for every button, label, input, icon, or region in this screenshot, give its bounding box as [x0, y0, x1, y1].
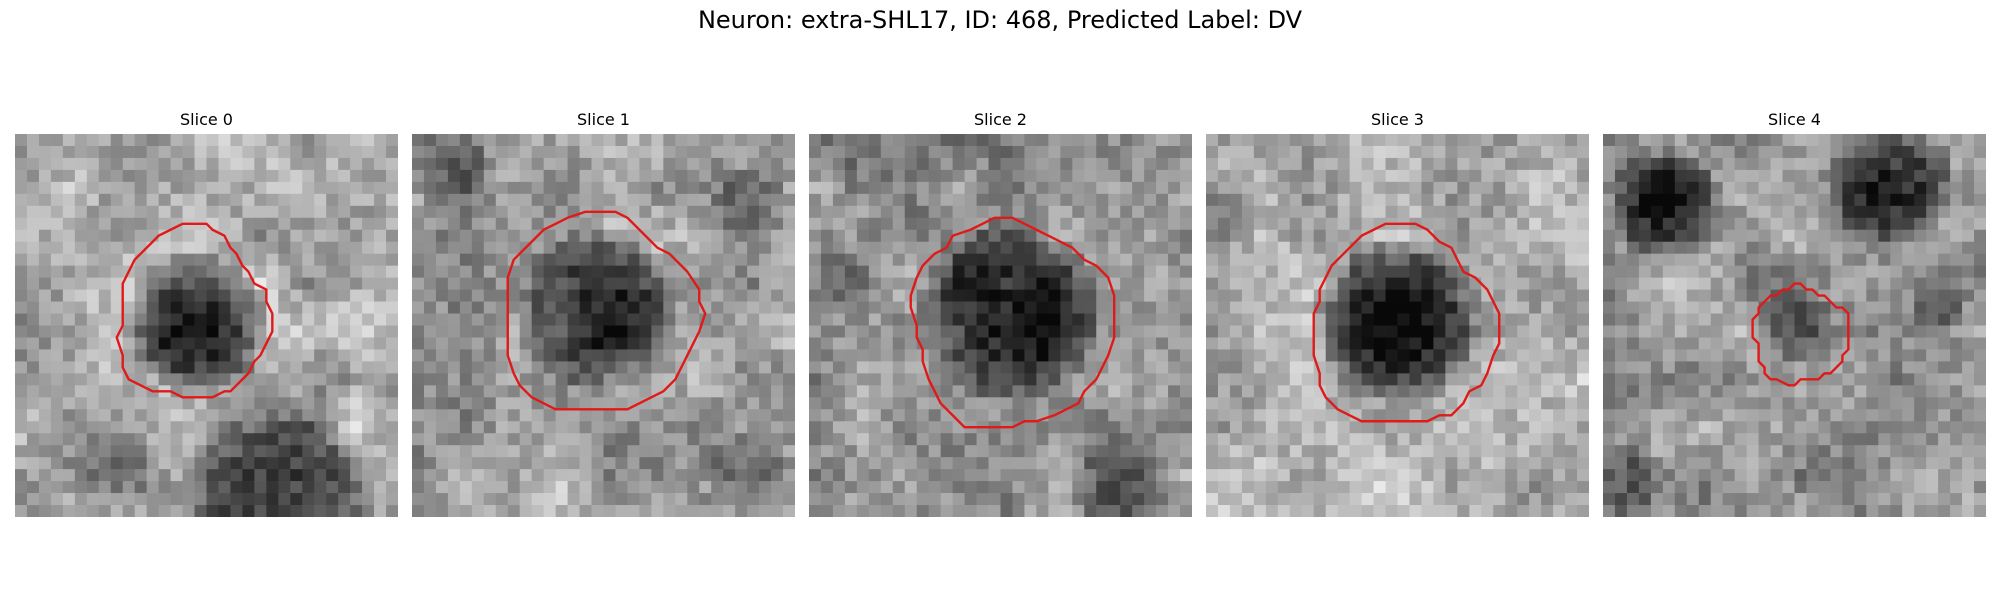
slice-title-3: Slice 3: [1371, 110, 1424, 129]
figure-title: Neuron: extra-SHL17, ID: 468, Predicted …: [697, 6, 1303, 34]
slice-panel-1: Slice 1: [412, 108, 795, 517]
neuron-contour-2: [909, 216, 1116, 429]
pixel-grid-1: [412, 134, 795, 517]
pixel-grid-3: [1206, 134, 1589, 517]
pixel-grid-4: [1603, 134, 1986, 517]
neuron-contour-3: [1312, 222, 1501, 423]
slice-image-0: [15, 134, 398, 517]
slice-image-1: [412, 134, 795, 517]
slice-title-4: Slice 4: [1768, 110, 1821, 129]
slice-image-4: [1603, 134, 1986, 517]
slice-image-3: [1206, 134, 1589, 517]
slice-title-1: Slice 1: [577, 110, 630, 129]
slice-title-2: Slice 2: [974, 110, 1027, 129]
slice-panel-3: Slice 3: [1206, 108, 1589, 517]
neuron-contour-4: [1751, 282, 1850, 387]
slice-image-2: [809, 134, 1192, 517]
pixel-grid-0: [15, 134, 398, 517]
slice-panel-0: Slice 0: [15, 108, 398, 517]
pixel-grid-2: [809, 134, 1192, 517]
slice-title-0: Slice 0: [180, 110, 233, 129]
neuron-contour-0: [115, 222, 274, 399]
slice-panel-4: Slice 4: [1603, 108, 1986, 517]
slice-panel-2: Slice 2: [809, 108, 1192, 517]
neuron-contour-1: [506, 210, 707, 411]
